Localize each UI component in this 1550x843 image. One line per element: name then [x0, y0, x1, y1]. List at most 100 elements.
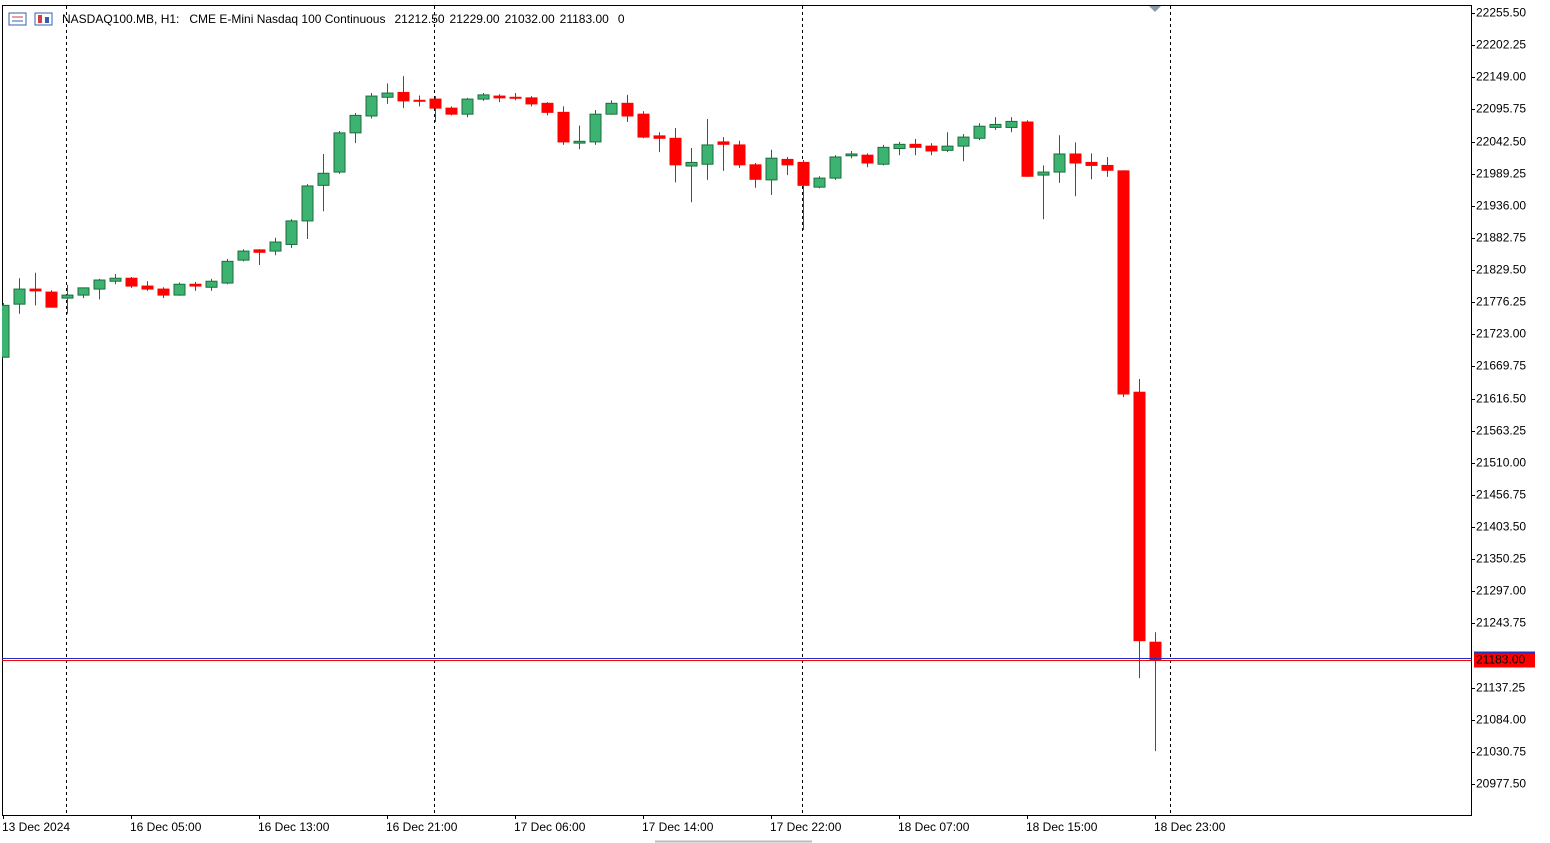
- x-tick-label: 16 Dec 13:00: [258, 820, 330, 834]
- y-tick-label: 21776.25: [1476, 295, 1526, 309]
- candle-body: [797, 161, 810, 186]
- candle-body: [109, 277, 122, 282]
- y-tick-label: 21669.75: [1476, 359, 1526, 373]
- candle-body: [173, 283, 186, 296]
- y-tick-label: 21084.00: [1476, 713, 1526, 727]
- ohlc-close: 21183.00: [559, 12, 609, 26]
- candle-body: [541, 102, 554, 113]
- candle-body: [429, 98, 442, 109]
- y-tick-label: 21882.75: [1476, 231, 1526, 245]
- y-tick-label: 22042.50: [1476, 135, 1526, 149]
- y-tick-label: 21243.75: [1476, 616, 1526, 630]
- candle-body: [1053, 153, 1066, 173]
- candle-body: [717, 141, 730, 145]
- candle-body: [157, 288, 170, 296]
- y-tick-label: 21510.00: [1476, 456, 1526, 470]
- candle-body: [509, 96, 522, 99]
- candle-body: [749, 164, 762, 180]
- icon[interactable]: [34, 12, 53, 26]
- y-tick-label: 21616.50: [1476, 392, 1526, 406]
- candle-body: [669, 137, 682, 166]
- candle-body: [813, 177, 826, 188]
- y-tick-label: 21030.75: [1476, 745, 1526, 759]
- candle-body: [829, 156, 842, 179]
- volume: 0: [617, 12, 625, 26]
- candle-body: [189, 283, 202, 287]
- candle-body: [765, 157, 778, 181]
- ohlc-open: 21212.50: [394, 12, 445, 26]
- candle-body: [909, 143, 922, 148]
- candle-body: [77, 287, 90, 296]
- y-tick-label: 21829.50: [1476, 263, 1526, 277]
- candle-body: [893, 143, 906, 150]
- candle-body: [349, 114, 362, 134]
- candle-body: [637, 113, 650, 138]
- icon-bar: [38, 15, 42, 23]
- y-tick-label: 21989.25: [1476, 167, 1526, 181]
- y-tick-label: 21350.25: [1476, 552, 1526, 566]
- candle-body: [973, 125, 986, 139]
- x-tick-label: 17 Dec 06:00: [514, 820, 586, 834]
- candle-body: [237, 250, 250, 261]
- candle-body: [877, 146, 890, 165]
- x-tick-label: 17 Dec 14:00: [642, 820, 714, 834]
- icon[interactable]: [8, 12, 27, 26]
- y-tick-label: 22095.75: [1476, 102, 1526, 116]
- day-separators: [66, 6, 1171, 815]
- price-label-bg: [1474, 652, 1535, 668]
- candle-body: [1133, 391, 1146, 642]
- x-tick-label: 16 Dec 21:00: [386, 820, 458, 834]
- y-tick-label: 22255.50: [1476, 6, 1526, 20]
- candle-body: [477, 94, 490, 100]
- y-tick-label: 21723.00: [1476, 327, 1526, 341]
- candle-body: [45, 291, 58, 308]
- candle-body: [29, 288, 42, 292]
- candle-body: [557, 111, 570, 143]
- ohlc-low: 21032.00: [504, 12, 555, 26]
- candle-body: [125, 277, 138, 287]
- candle-body: [301, 185, 314, 222]
- y-tick-label: 21563.25: [1476, 424, 1526, 438]
- candle-body: [1149, 641, 1162, 661]
- candle-body: [13, 288, 26, 305]
- toolbar-icons: [8, 12, 53, 26]
- y-tick-label: 20977.50: [1476, 777, 1526, 791]
- candle-body: [397, 91, 410, 102]
- candle-body: [653, 135, 666, 139]
- candle-body: [61, 294, 74, 299]
- candle-body: [205, 280, 218, 288]
- icon-bar: [45, 17, 49, 23]
- candle-body: [685, 161, 698, 167]
- candle-body: [461, 98, 474, 115]
- candle-body: [381, 92, 394, 98]
- x-tick-label: 17 Dec 22:00: [770, 820, 842, 834]
- y-tick-label: 21403.50: [1476, 520, 1526, 534]
- x-tick-label: 18 Dec 15:00: [1026, 820, 1098, 834]
- ohlc-high: 21229.00: [449, 12, 500, 26]
- candle-body: [925, 145, 938, 152]
- candle-body: [733, 144, 746, 166]
- candle-body: [525, 97, 538, 105]
- y-tick-label: 22202.25: [1476, 38, 1526, 52]
- candle-body: [1037, 171, 1050, 176]
- candle-body: [989, 123, 1002, 128]
- x-tick-label: 18 Dec 07:00: [898, 820, 970, 834]
- candle-body: [1005, 120, 1018, 128]
- x-tick-label: 13 Dec 2024: [2, 820, 70, 834]
- candle-body: [957, 136, 970, 147]
- candle-body: [1021, 121, 1034, 177]
- candle-body: [845, 153, 858, 157]
- y-tick-label: 21456.75: [1476, 488, 1526, 502]
- candle-body: [365, 95, 378, 117]
- candle-body: [253, 249, 266, 253]
- x-tick-label: 18 Dec 23:00: [1154, 820, 1226, 834]
- candle-body: [573, 140, 586, 144]
- candle-body: [445, 107, 458, 115]
- symbol: NASDAQ100.MB, H1:: [62, 12, 180, 26]
- shift-marker[interactable]: [1149, 6, 1161, 12]
- y-tick-label: 21936.00: [1476, 199, 1526, 213]
- candle-body: [1101, 164, 1114, 171]
- candle-body: [413, 99, 426, 102]
